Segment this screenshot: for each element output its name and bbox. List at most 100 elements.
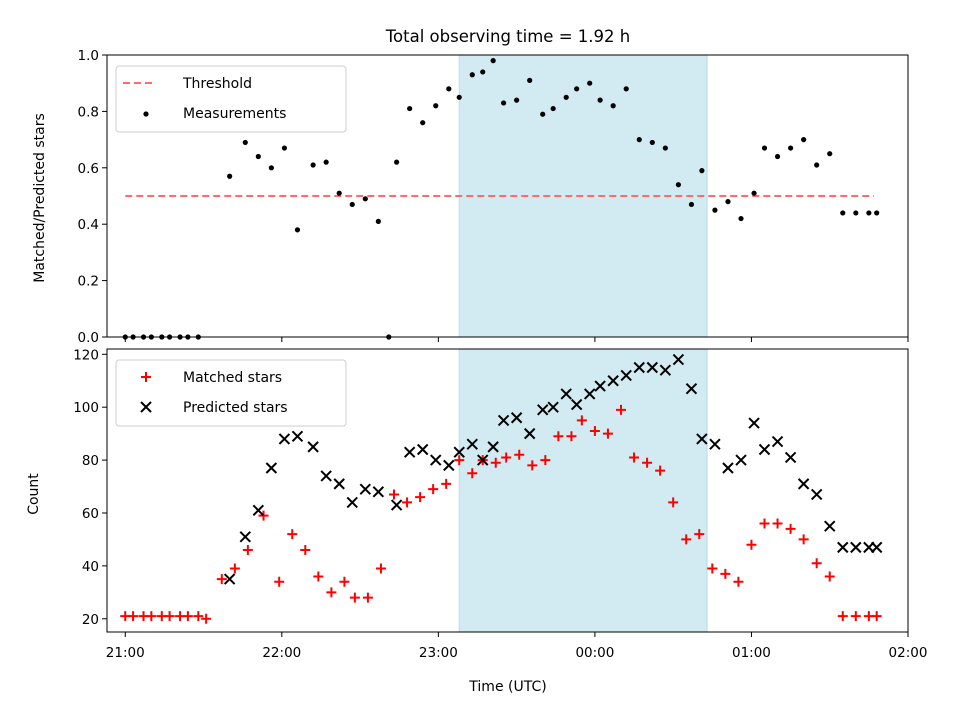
x-tick-label: 23:00 [419,645,458,661]
matched-stars-point [454,455,465,466]
measurements-point [738,215,744,222]
predicted-stars-point [430,454,442,466]
predicted-stars-point [607,375,619,387]
measurements-point [527,77,533,83]
matched-stars-point [798,534,809,545]
x-tick-label: 21:00 [106,645,145,661]
matched-stars-point [300,545,311,556]
measurements-point [688,201,695,208]
bottom-y-axis-label: Count [26,473,42,515]
predicted-stars-point [560,388,572,400]
y-tick-label: 0.8 [78,104,99,120]
y-tick-label: 60 [82,506,99,522]
measurements-point [563,94,569,100]
measurements-point [636,137,642,143]
matched-stars-point [615,404,626,415]
measurements-legend-label: Measurements [183,106,286,122]
matched-stars-point [707,563,718,574]
predicted-stars-point [837,541,849,554]
matched-stars-point [313,571,324,582]
measurements-point [420,120,426,126]
predicted-stars-point [307,441,319,453]
predicted-stars-point [223,573,236,585]
measurements-point [866,210,872,216]
x-tick-label: 02:00 [889,645,928,661]
measurements-point [550,105,556,112]
matched-stars-point [193,611,204,622]
axes-frame [106,348,909,633]
predicted-stars-point [594,380,606,392]
matched-stars-point [668,497,679,508]
matched-stars-point [216,574,227,585]
matched-stars-point [428,484,439,495]
predicted-stars-point [291,430,304,442]
matched-stars-point [642,457,653,468]
x-axis-label: Time (UTC) [468,679,546,695]
measurements-point [874,210,880,216]
predicted-stars-point [850,541,862,554]
predicted-stars-point [685,382,698,395]
measurements-point [255,153,261,160]
matched-stars-point [772,518,783,529]
legend-box [115,359,347,427]
matched-stars-point [681,534,692,545]
matched-stars-point [566,431,577,442]
matched-stars-point [164,611,175,622]
predicted-stars-point [547,401,559,413]
matched-stars-point [589,425,600,436]
measurements-point [349,201,355,208]
measurements-point [268,165,274,171]
measurements-point [751,190,757,196]
matched-stars-point [837,611,848,622]
y-tick-label: 80 [82,453,99,469]
predicted-stars-point [570,398,583,411]
y-tick-label: 20 [82,612,99,628]
matched-stars-point [553,431,564,442]
matched-stars-point [389,489,400,500]
measurements-point [649,139,655,146]
matched-stars-point [467,468,478,479]
matched-stars-point [490,457,501,468]
measurements-point [294,227,301,233]
measurements-point [787,145,794,151]
matched-stars-point [402,497,413,508]
predicted-stars-point [696,433,708,445]
matched-stars-point [527,460,538,471]
y-tick-label: 120 [73,347,99,363]
matched-stars-point [733,576,744,587]
predicted-stars-point [659,364,672,376]
predicted-stars-point [333,478,345,490]
predicted-stars-point [824,520,836,532]
matched-stars-point [146,611,157,622]
measurements-point [675,182,681,188]
x-tick-label: 22:00 [262,645,301,661]
measurements-point [853,210,859,216]
measurements-point [662,145,668,151]
matched-stars-point [375,563,386,574]
matched-stars-legend-marker [141,372,151,382]
legend-box [115,65,347,133]
top-y-axis-label: Matched/Predicted stars [32,113,48,283]
matched-stars-point [339,576,350,587]
predicted-stars-point [453,446,465,458]
predicted-stars-point [722,462,734,474]
predicted-stars-point [810,488,823,501]
matched-stars-point [128,611,139,622]
matched-stars-point [576,415,587,426]
threshold-legend-label: Threshold [182,76,252,92]
x-tick-label: 00:00 [575,645,614,661]
measurements-point [514,97,520,103]
bottom-panel-count: 20 40 60 80 100 120 21:00 22:00 23:00 00:00 01:00 0… [73,347,927,661]
predicted-stars-point [797,478,810,490]
measurements-point [725,199,731,205]
matched-stars-point [258,510,269,521]
predicted-stars-point [672,353,685,366]
matched-stars-point [441,478,452,489]
measurements-point [814,162,820,168]
measurements-point [597,97,603,103]
predicted-stars-point [646,361,659,374]
measurements-point [712,207,718,213]
predicted-stars-point [278,433,291,445]
predicted-stars-point [784,451,797,464]
